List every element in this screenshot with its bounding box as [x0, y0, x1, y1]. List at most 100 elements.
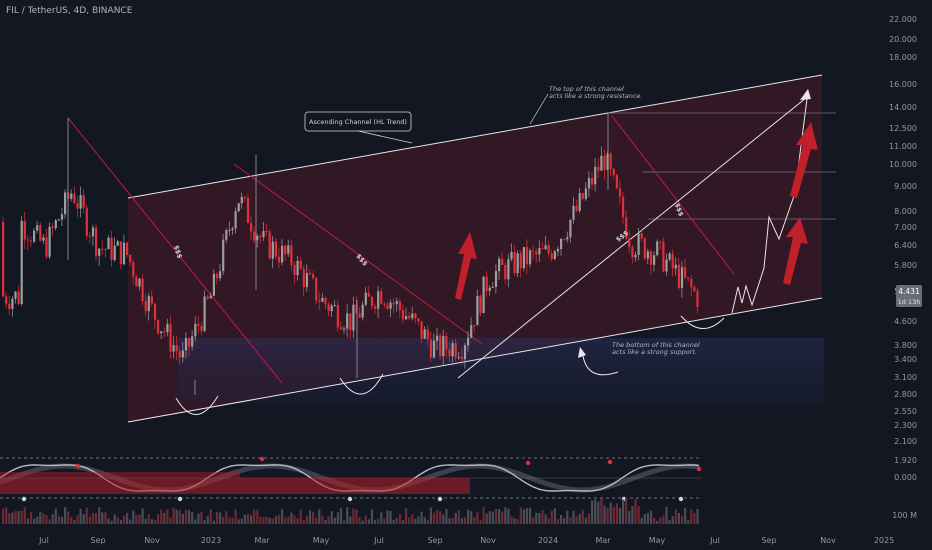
time-tick-label: Sep	[427, 536, 442, 545]
candle	[284, 244, 287, 261]
volume-bar	[29, 511, 33, 524]
candle	[250, 216, 253, 241]
candle	[157, 319, 160, 336]
price-tick-label: 16.000	[889, 80, 917, 89]
candle	[637, 228, 640, 260]
volume-bar	[578, 513, 581, 524]
price-axis[interactable]: 22.000 20.000 18.000 16.000 14.000 12.500 11.0…	[889, 15, 917, 520]
candle	[160, 331, 163, 340]
volume-bar	[219, 512, 222, 524]
volume-bar	[343, 520, 346, 524]
channel-label: Ascending Channel (HL Trend)	[309, 118, 407, 126]
candle	[563, 238, 566, 241]
candle	[659, 240, 662, 250]
candle	[566, 231, 569, 243]
candle	[209, 292, 212, 299]
volume-bar	[625, 497, 628, 524]
volume-bar	[181, 513, 184, 524]
candle	[383, 302, 386, 309]
volume-bar	[246, 513, 250, 524]
volume-bar	[448, 518, 451, 524]
volume-bar	[395, 517, 398, 524]
candle	[479, 294, 482, 316]
candle	[343, 325, 346, 334]
volume-bar	[321, 515, 324, 524]
volume-bar	[398, 514, 401, 524]
volume-bar	[79, 508, 82, 524]
candle	[432, 333, 436, 359]
candle	[386, 301, 389, 310]
volume-bar	[423, 517, 426, 524]
volume-bar	[73, 519, 76, 524]
volume-bar	[358, 517, 361, 524]
volume-bar	[529, 507, 532, 524]
candle	[401, 304, 405, 324]
candle	[95, 223, 98, 262]
candle	[29, 236, 33, 248]
channel-upper-line[interactable]	[127, 74, 823, 199]
candle	[628, 230, 631, 254]
volume-bar	[609, 502, 612, 524]
volume-bar	[82, 514, 85, 524]
volume-bar	[42, 513, 45, 524]
candle	[603, 149, 606, 180]
candle	[138, 277, 141, 291]
rising-trendline[interactable]	[457, 97, 807, 379]
volume-bar	[389, 510, 392, 524]
time-tick-label: May	[313, 536, 330, 545]
candle	[519, 250, 522, 278]
volume-bar	[507, 508, 510, 524]
candle	[318, 291, 321, 310]
volume-bar	[175, 509, 178, 524]
volume-bar	[488, 511, 491, 524]
candle	[333, 300, 336, 307]
candle	[290, 239, 293, 271]
candle	[222, 234, 225, 275]
candle	[23, 211, 26, 250]
candle	[408, 312, 411, 321]
candle	[88, 231, 91, 244]
candle	[166, 318, 169, 337]
oscillator-pane[interactable]	[0, 456, 702, 502]
volume-bar	[327, 516, 330, 524]
volume-bar	[677, 512, 680, 524]
volume-bar	[110, 520, 113, 524]
candle	[532, 245, 535, 260]
support-arcs	[175, 315, 725, 415]
candle	[277, 248, 281, 269]
candle	[175, 335, 178, 361]
volume-bar	[197, 513, 200, 524]
volume-bar	[361, 520, 364, 524]
candle	[494, 264, 498, 294]
candle	[327, 302, 330, 317]
time-tick-label: Jul	[373, 536, 384, 545]
channel-lower-line[interactable]	[127, 297, 823, 423]
trend-lines[interactable]	[67, 115, 735, 384]
time-axis[interactable]: Jul Sep Nov 2023 Mar May Jul Sep Nov 2024 Mar May Ju…	[38, 536, 894, 545]
candle	[522, 247, 525, 272]
volume-bar	[318, 509, 321, 524]
volume-bar	[339, 508, 343, 524]
candle	[178, 346, 181, 365]
symbol-title[interactable]: FIL / TetherUS, 4D, BINANCE	[6, 6, 133, 16]
candle	[48, 222, 51, 260]
candle	[26, 235, 29, 251]
candle	[101, 240, 104, 255]
candle	[126, 242, 129, 258]
candle	[510, 243, 513, 262]
volume-bar	[336, 512, 339, 524]
volume-bar	[57, 516, 60, 524]
candle	[541, 242, 544, 250]
candle	[684, 258, 687, 280]
candle	[11, 296, 14, 317]
volume-bar	[209, 509, 212, 524]
volume-bar	[383, 518, 386, 524]
candle	[587, 171, 591, 198]
volume-bar	[460, 518, 463, 524]
volume-bar	[138, 514, 141, 524]
channel-label-callout[interactable]: Ascending Channel (HL Trend)	[304, 111, 413, 144]
candle	[116, 239, 119, 246]
volume-bar	[494, 508, 498, 524]
volume-bar	[243, 514, 246, 524]
